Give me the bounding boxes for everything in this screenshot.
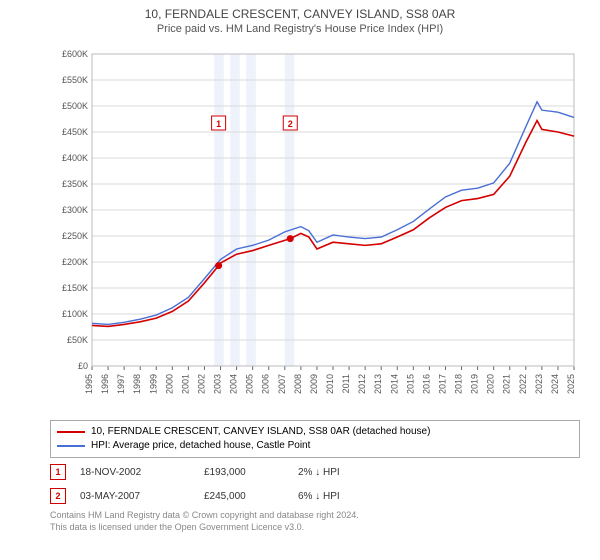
sale-delta: 2% ↓ HPI bbox=[298, 467, 388, 478]
svg-text:2013: 2013 bbox=[373, 374, 383, 394]
svg-text:£400K: £400K bbox=[62, 153, 88, 163]
legend-swatch bbox=[57, 445, 85, 447]
sale-marker-icon: 1 bbox=[50, 464, 66, 480]
svg-text:£50K: £50K bbox=[67, 335, 88, 345]
svg-text:£300K: £300K bbox=[62, 205, 88, 215]
legend-row: 10, FERNDALE CRESCENT, CANVEY ISLAND, SS… bbox=[57, 425, 573, 439]
svg-text:£100K: £100K bbox=[62, 309, 88, 319]
price-chart: £0 £50K £100K £150K £200K £250K £300K £350K £400… bbox=[50, 48, 580, 408]
chart-svg: £0 £50K £100K £150K £200K £250K £300K £350K £400… bbox=[50, 48, 580, 408]
svg-text:2021: 2021 bbox=[502, 374, 512, 394]
svg-text:1997: 1997 bbox=[116, 374, 126, 394]
legend-swatch bbox=[57, 431, 85, 433]
svg-text:2019: 2019 bbox=[470, 374, 480, 394]
svg-text:2024: 2024 bbox=[550, 374, 560, 394]
footer-line: Contains HM Land Registry data © Crown c… bbox=[50, 510, 580, 522]
svg-text:2002: 2002 bbox=[196, 374, 206, 394]
svg-text:2006: 2006 bbox=[261, 374, 271, 394]
sales-table: 1 18-NOV-2002 £193,000 2% ↓ HPI 2 03-MAY… bbox=[50, 460, 580, 508]
svg-text:£550K: £550K bbox=[62, 75, 88, 85]
svg-text:2007: 2007 bbox=[277, 374, 287, 394]
svg-text:2008: 2008 bbox=[293, 374, 303, 394]
svg-text:£200K: £200K bbox=[62, 257, 88, 267]
svg-text:2001: 2001 bbox=[180, 374, 190, 394]
svg-text:1996: 1996 bbox=[100, 374, 110, 394]
legend: 10, FERNDALE CRESCENT, CANVEY ISLAND, SS… bbox=[50, 420, 580, 458]
svg-text:2023: 2023 bbox=[534, 374, 544, 394]
sale-row: 1 18-NOV-2002 £193,000 2% ↓ HPI bbox=[50, 460, 580, 484]
legend-label: 10, FERNDALE CRESCENT, CANVEY ISLAND, SS… bbox=[91, 425, 430, 439]
svg-text:£450K: £450K bbox=[62, 127, 88, 137]
svg-text:2: 2 bbox=[288, 119, 293, 129]
svg-text:2000: 2000 bbox=[164, 374, 174, 394]
svg-text:£0: £0 bbox=[78, 361, 88, 371]
svg-text:2025: 2025 bbox=[566, 374, 576, 394]
svg-text:2010: 2010 bbox=[325, 374, 335, 394]
svg-text:1995: 1995 bbox=[84, 374, 94, 394]
svg-text:2018: 2018 bbox=[454, 374, 464, 394]
svg-text:2020: 2020 bbox=[486, 374, 496, 394]
sale-row: 2 03-MAY-2007 £245,000 6% ↓ HPI bbox=[50, 484, 580, 508]
page-title: 10, FERNDALE CRESCENT, CANVEY ISLAND, SS… bbox=[0, 0, 600, 23]
footer: Contains HM Land Registry data © Crown c… bbox=[50, 510, 580, 533]
page-subtitle: Price paid vs. HM Land Registry's House … bbox=[0, 23, 600, 39]
sale-marker-icon: 2 bbox=[50, 488, 66, 504]
sale-date: 03-MAY-2007 bbox=[80, 491, 190, 502]
legend-row: HPI: Average price, detached house, Cast… bbox=[57, 439, 573, 453]
svg-text:2014: 2014 bbox=[389, 374, 399, 394]
svg-text:2017: 2017 bbox=[437, 374, 447, 394]
svg-text:£350K: £350K bbox=[62, 179, 88, 189]
svg-text:2022: 2022 bbox=[518, 374, 528, 394]
svg-text:£600K: £600K bbox=[62, 49, 88, 59]
svg-text:£150K: £150K bbox=[62, 283, 88, 293]
sale-price: £245,000 bbox=[204, 491, 284, 502]
svg-text:2012: 2012 bbox=[357, 374, 367, 394]
footer-line: This data is licensed under the Open Gov… bbox=[50, 522, 580, 534]
svg-text:2011: 2011 bbox=[341, 374, 351, 393]
svg-text:2004: 2004 bbox=[229, 374, 239, 394]
sale-date: 18-NOV-2002 bbox=[80, 467, 190, 478]
svg-text:2009: 2009 bbox=[309, 374, 319, 394]
legend-label: HPI: Average price, detached house, Cast… bbox=[91, 439, 310, 453]
sale-price: £193,000 bbox=[204, 467, 284, 478]
sale-delta: 6% ↓ HPI bbox=[298, 491, 388, 502]
svg-text:1998: 1998 bbox=[132, 374, 142, 394]
svg-text:£250K: £250K bbox=[62, 231, 88, 241]
svg-text:2015: 2015 bbox=[405, 374, 415, 394]
svg-text:£500K: £500K bbox=[62, 101, 88, 111]
chart-container: 10, FERNDALE CRESCENT, CANVEY ISLAND, SS… bbox=[0, 0, 600, 560]
svg-text:2005: 2005 bbox=[245, 374, 255, 394]
svg-text:2003: 2003 bbox=[213, 374, 223, 394]
svg-text:2016: 2016 bbox=[421, 374, 431, 394]
svg-text:1: 1 bbox=[216, 119, 221, 129]
svg-text:1999: 1999 bbox=[148, 374, 158, 394]
